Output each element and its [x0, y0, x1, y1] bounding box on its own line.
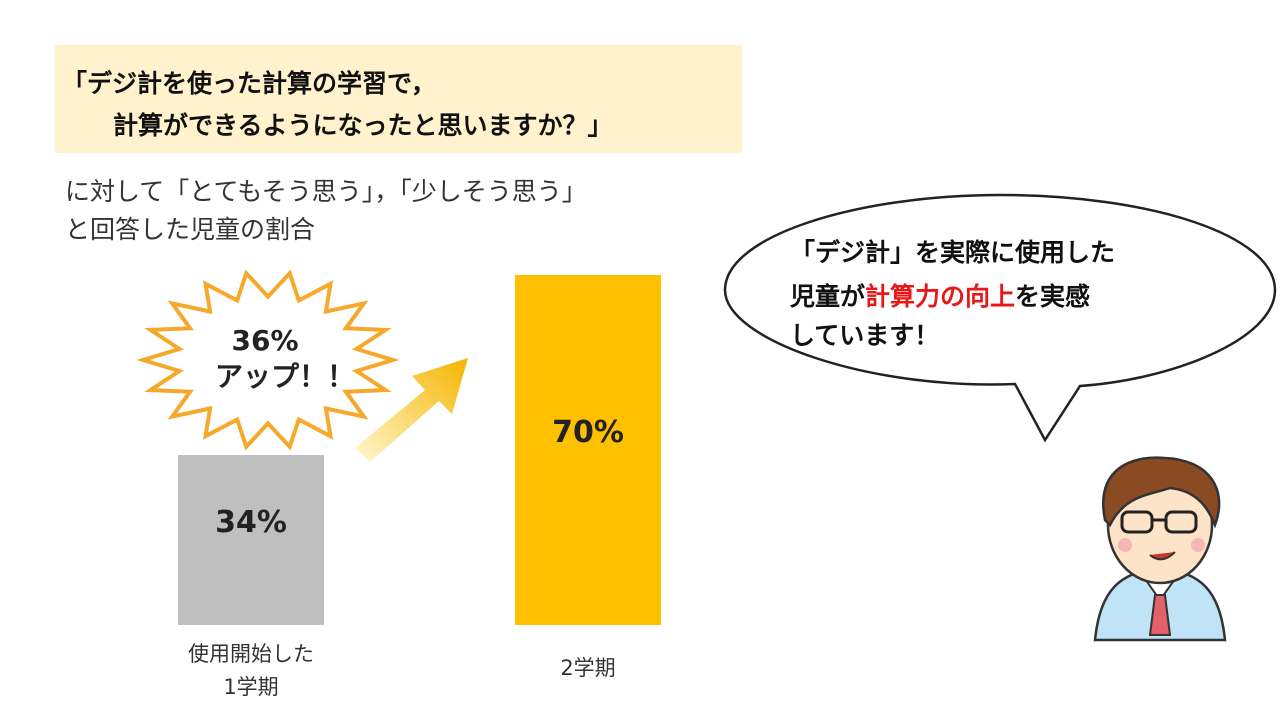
value-label: 34% [215, 505, 287, 540]
subtitle-line: と回答した児童の割合 [65, 215, 316, 244]
teacher-illustration [1093, 456, 1227, 642]
up-arrow [355, 358, 468, 462]
speech-text: 児童が [790, 282, 866, 311]
x-tick-label: 使用開始した 1学期 [188, 642, 314, 699]
question-box [55, 45, 742, 153]
burst-text: アップ！！ [214, 360, 355, 393]
burst [136, 269, 400, 451]
speech-highlight: 計算力の向上 [865, 282, 1016, 311]
speech-text: を実感 [1015, 282, 1091, 311]
burst-text: 36% [231, 324, 299, 357]
speech-bubble [723, 193, 1277, 443]
value-label: 70% [552, 414, 624, 450]
question-line: 計算ができるようになったと思いますか？」 [113, 111, 613, 140]
x-tick-label: 2学期 [560, 656, 616, 680]
speech-text: 「デジ計」を実際に使用した [790, 238, 1116, 267]
bar [515, 275, 661, 625]
speech-text: 児童が計算力の向上を実感 [790, 277, 1090, 313]
question-line: 「デジ計を使った計算の学習で， [62, 69, 437, 98]
subtitle-line: に対して「とてもそう思う」，「少しそう思う」 [65, 177, 587, 206]
speech-text: しています！ [790, 321, 940, 350]
bar [178, 455, 324, 625]
